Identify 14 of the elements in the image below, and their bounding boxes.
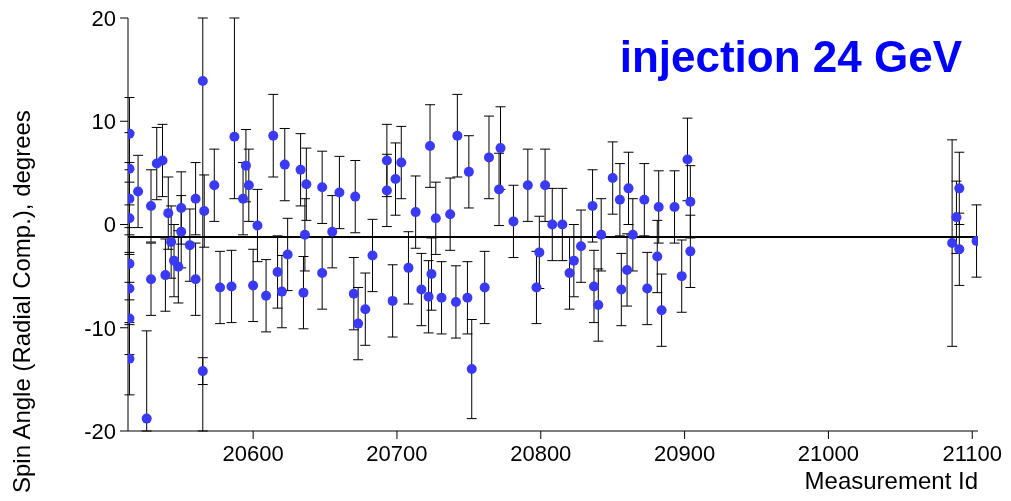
- x-axis-title: Measurement Id: [804, 467, 978, 495]
- x-tick-label: 20900: [654, 440, 716, 466]
- x-tick-label: 20600: [222, 440, 284, 466]
- y-tick-label: 10: [91, 109, 116, 135]
- y-tick-label: -10: [84, 315, 116, 341]
- x-tick-label: 20700: [366, 440, 428, 466]
- y-tick-label: -20: [84, 418, 116, 444]
- chart-title: injection 24 GeV: [619, 32, 962, 82]
- y-tick-label: 20: [91, 5, 116, 31]
- y-axis-title: Spin Angle (Radial Comp.), degrees: [8, 110, 36, 493]
- x-tick-label: 21000: [797, 440, 860, 466]
- x-tick-label: 20800: [510, 440, 572, 466]
- x-tick-label: 21100: [942, 440, 1003, 466]
- y-tick-label: 0: [103, 212, 116, 238]
